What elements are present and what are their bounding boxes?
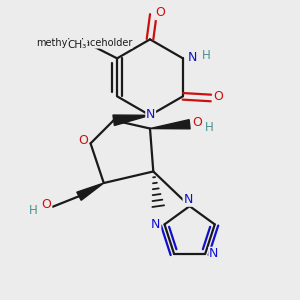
Text: H: H bbox=[29, 204, 38, 217]
Text: O: O bbox=[156, 6, 166, 20]
Text: O: O bbox=[42, 198, 52, 211]
Text: O: O bbox=[78, 134, 88, 147]
Text: N: N bbox=[151, 218, 160, 231]
Text: H: H bbox=[205, 121, 214, 134]
Text: O: O bbox=[213, 91, 223, 103]
Text: O: O bbox=[192, 116, 202, 129]
Text: N: N bbox=[146, 108, 155, 121]
Polygon shape bbox=[77, 183, 104, 200]
Text: N: N bbox=[188, 51, 197, 64]
Polygon shape bbox=[150, 120, 190, 129]
Text: methyl_placeholder: methyl_placeholder bbox=[36, 37, 132, 48]
Polygon shape bbox=[113, 115, 150, 125]
Text: CH₃: CH₃ bbox=[68, 40, 87, 50]
Text: N: N bbox=[209, 248, 218, 260]
Text: H: H bbox=[202, 49, 211, 62]
Text: N: N bbox=[183, 193, 193, 206]
